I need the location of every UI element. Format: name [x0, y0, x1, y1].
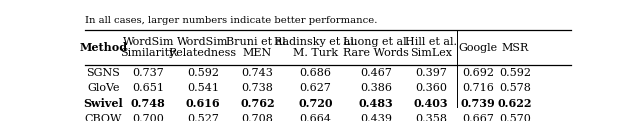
Text: 0.570: 0.570 [499, 114, 531, 121]
Text: 0.748: 0.748 [131, 98, 166, 109]
Text: Hill et al.
SimLex: Hill et al. SimLex [405, 37, 457, 58]
Text: 0.743: 0.743 [241, 68, 273, 78]
Text: 0.692: 0.692 [462, 68, 494, 78]
Text: 0.716: 0.716 [462, 83, 494, 93]
Text: 0.664: 0.664 [300, 114, 332, 121]
Text: 0.386: 0.386 [360, 83, 392, 93]
Text: Swivel: Swivel [84, 98, 124, 109]
Text: 0.483: 0.483 [359, 98, 394, 109]
Text: 0.439: 0.439 [360, 114, 392, 121]
Text: In all cases, larger numbers indicate better performance.: In all cases, larger numbers indicate be… [85, 16, 378, 25]
Text: 0.592: 0.592 [187, 68, 219, 78]
Text: 0.627: 0.627 [300, 83, 332, 93]
Text: 0.403: 0.403 [413, 98, 448, 109]
Text: 0.762: 0.762 [240, 98, 275, 109]
Text: 0.616: 0.616 [186, 98, 220, 109]
Text: 0.360: 0.360 [415, 83, 447, 93]
Text: Google: Google [458, 43, 498, 53]
Text: 0.667: 0.667 [462, 114, 494, 121]
Text: 0.622: 0.622 [498, 98, 532, 109]
Text: SGNS: SGNS [86, 68, 120, 78]
Text: 0.397: 0.397 [415, 68, 447, 78]
Text: 0.708: 0.708 [241, 114, 273, 121]
Text: 0.739: 0.739 [461, 98, 495, 109]
Text: 0.358: 0.358 [415, 114, 447, 121]
Text: CBOW: CBOW [85, 114, 122, 121]
Text: Method: Method [79, 42, 127, 53]
Text: MSR: MSR [502, 43, 529, 53]
Text: 0.700: 0.700 [132, 114, 164, 121]
Text: Luong et al.
Rare Words: Luong et al. Rare Words [343, 37, 410, 58]
Text: 0.686: 0.686 [300, 68, 332, 78]
Text: 0.651: 0.651 [132, 83, 164, 93]
Text: 0.467: 0.467 [360, 68, 392, 78]
Text: WordSim
Similarity: WordSim Similarity [120, 37, 176, 58]
Text: 0.541: 0.541 [187, 83, 219, 93]
Text: 0.527: 0.527 [187, 114, 219, 121]
Text: 0.738: 0.738 [241, 83, 273, 93]
Text: GloVe: GloVe [87, 83, 120, 93]
Text: WordSim
Relatedness: WordSim Relatedness [169, 37, 237, 58]
Text: 0.592: 0.592 [499, 68, 531, 78]
Text: Bruni et al.
MEN: Bruni et al. MEN [226, 37, 289, 58]
Text: 0.720: 0.720 [298, 98, 333, 109]
Text: Radinsky et al.
M. Turk: Radinsky et al. M. Turk [274, 37, 357, 58]
Text: 0.578: 0.578 [499, 83, 531, 93]
Text: 0.737: 0.737 [132, 68, 164, 78]
